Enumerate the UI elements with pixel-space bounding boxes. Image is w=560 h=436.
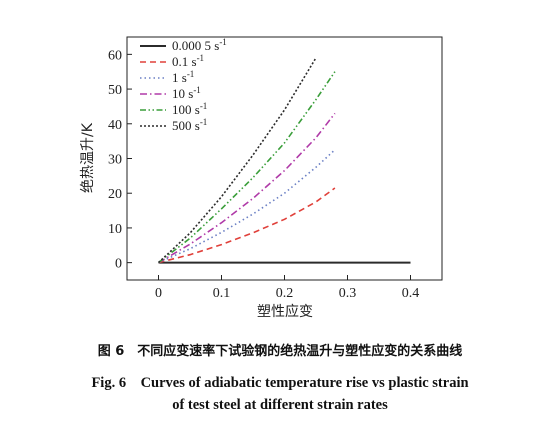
- x-tick-label: 0.3: [339, 286, 357, 301]
- y-tick-label: 40: [108, 118, 122, 133]
- legend-label-exponent: -1: [187, 69, 195, 79]
- legend-label-exponent: -1: [219, 37, 227, 47]
- x-tick-label: 0.1: [213, 286, 231, 301]
- series-line-3: [158, 112, 336, 264]
- x-tick-label: 0.4: [402, 286, 420, 301]
- x-tick-label: 0.2: [276, 286, 294, 301]
- legend-label-rate: 0.1 s: [172, 54, 197, 69]
- legend-label-rate: 1 s: [172, 70, 187, 85]
- legend-label-exponent: -1: [200, 101, 208, 111]
- series-line-4: [158, 71, 336, 264]
- legend-label-rate: 10 s: [172, 86, 193, 101]
- legend-label: 10 s-1: [172, 85, 201, 101]
- legend-label-rate: 100 s: [172, 102, 200, 117]
- legend-label: 500 s-1: [172, 117, 207, 133]
- series-line-2: [158, 149, 336, 264]
- y-tick-label: 30: [108, 153, 122, 168]
- x-axis-label: 塑性应变: [257, 303, 313, 320]
- legend-label: 1 s-1: [172, 69, 194, 85]
- caption-english-line-2: of test steel at different strain rates: [172, 397, 388, 413]
- data-series: [157, 57, 411, 264]
- y-tick-label: 60: [108, 48, 122, 63]
- y-tick-label: 20: [108, 187, 122, 202]
- y-tick-label: 50: [108, 83, 122, 98]
- legend-label-rate: 500 s: [172, 118, 200, 133]
- legend-label-exponent: -1: [200, 117, 208, 127]
- caption-english-line-1: Fig. 6 Curves of adiabatic temperature r…: [91, 375, 469, 391]
- x-tick-label: 0: [155, 286, 162, 301]
- y-tick-label: 10: [108, 222, 122, 237]
- legend-label: 0.000 5 s-1: [172, 37, 227, 53]
- legend-label-rate: 0.000 5 s: [172, 38, 219, 53]
- legend-label-exponent: -1: [197, 53, 205, 63]
- caption-chinese: 图 6 不同应变速率下试验钢的绝热温升与塑性应变的关系曲线: [97, 344, 463, 359]
- axis-ticks: 0 0.1 0.2 0.3 0.4 0 10 20 30 40 50 60: [108, 48, 419, 301]
- y-axis-label: 绝热温升/K: [80, 122, 96, 193]
- legend-label: 100 s-1: [172, 101, 207, 117]
- series-line-1: [158, 187, 336, 264]
- series-line-5: [157, 57, 317, 264]
- legend-label-exponent: -1: [193, 85, 201, 95]
- legend-label: 0.1 s-1: [172, 53, 204, 69]
- y-tick-label: 0: [115, 257, 122, 272]
